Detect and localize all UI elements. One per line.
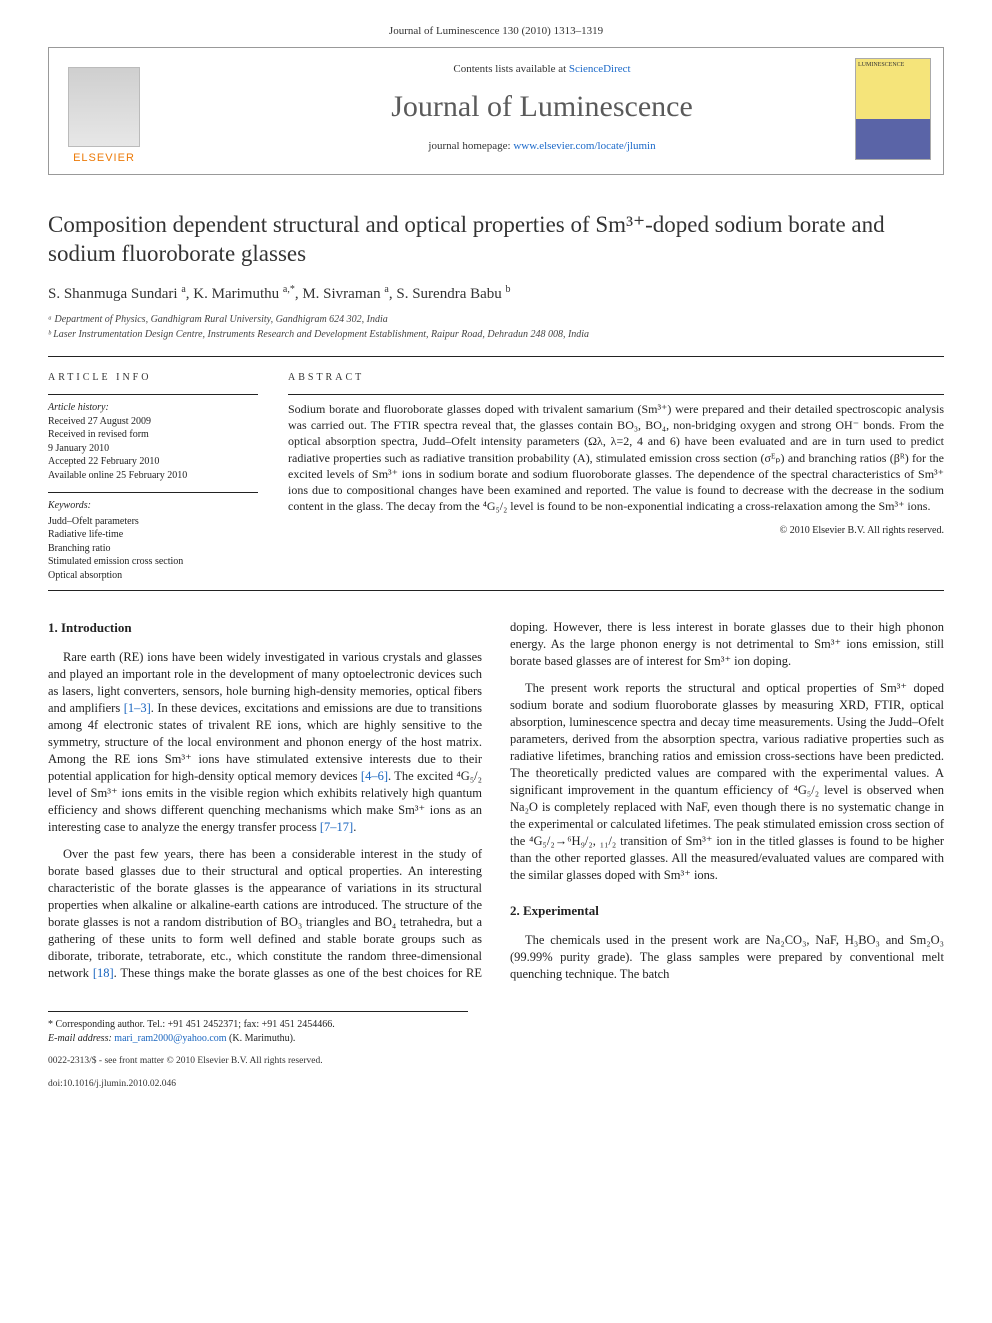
keywords-label: Keywords: [48,499,258,513]
body-paragraph: The present work reports the structural … [510,680,944,884]
author-list: S. Shanmuga Sundari a, K. Marimuthu a,*,… [48,284,944,304]
history-line: Accepted 22 February 2010 [48,455,258,469]
front-matter-line: 0022-2313/$ - see front matter © 2010 El… [48,1055,468,1068]
journal-cover-thumb: LUMINESCENCE [855,58,931,160]
body-paragraph: Rare earth (RE) ions have been widely in… [48,649,482,836]
keywords-block: Keywords: Judd–Ofelt parameters Radiativ… [48,492,258,582]
article-history: Article history: Received 27 August 2009… [48,394,258,482]
keyword: Radiative life-time [48,528,258,542]
affiliation-a: ᵃ Department of Physics, Gandhigram Rura… [48,313,944,327]
running-head: Journal of Luminescence 130 (2010) 1313–… [48,24,944,39]
abstract-col: ABSTRACT Sodium borate and fluoroborate … [288,371,944,583]
contents-line: Contents lists available at ScienceDirec… [159,62,925,77]
article-info-label: ARTICLE INFO [48,371,258,385]
doi-line: doi:10.1016/j.jlumin.2010.02.046 [48,1078,468,1091]
homepage-line: journal homepage: www.elsevier.com/locat… [159,139,925,154]
history-line: Received 27 August 2009 [48,415,258,429]
affiliation-b: ᵇ Laser Instrumentation Design Centre, I… [48,328,944,342]
keyword: Optical absorption [48,569,258,583]
ref-link[interactable]: [7–17] [320,820,353,834]
section-2-heading: 2. Experimental [510,902,944,920]
sciencedirect-link[interactable]: ScienceDirect [569,63,631,75]
corresponding-author: * Corresponding author. Tel.: +91 451 24… [48,1018,468,1032]
keyword: Stimulated emission cross section [48,555,258,569]
history-line: Received in revised form [48,428,258,442]
info-abstract-row: ARTICLE INFO Article history: Received 2… [48,371,944,583]
ref-link[interactable]: [1–3] [124,701,151,715]
elsevier-logo: ELSEVIER [61,58,147,166]
journal-name: Journal of Luminescence [159,87,925,128]
abstract-copyright: © 2010 Elsevier B.V. All rights reserved… [288,524,944,538]
elsevier-tree-icon [68,67,140,147]
divider [48,356,944,357]
ref-link[interactable]: [18] [93,966,114,980]
homepage-link[interactable]: www.elsevier.com/locate/jlumin [513,140,655,152]
history-line: Available online 25 February 2010 [48,469,258,483]
email-link[interactable]: mari_ram2000@yahoo.com [114,1033,226,1044]
article-title: Composition dependent structural and opt… [48,211,944,269]
journal-header: ELSEVIER LUMINESCENCE Contents lists ava… [48,47,944,175]
divider [48,590,944,591]
section-1-heading: 1. Introduction [48,619,482,637]
body-paragraph: The chemicals used in the present work a… [510,932,944,983]
article-info-col: ARTICLE INFO Article history: Received 2… [48,371,258,583]
homepage-prefix: journal homepage: [428,140,513,152]
history-line: 9 January 2010 [48,442,258,456]
elsevier-wordmark: ELSEVIER [73,151,135,166]
footnote-block: * Corresponding author. Tel.: +91 451 24… [48,1011,468,1091]
keyword: Branching ratio [48,542,258,556]
email-tail: (K. Marimuthu). [227,1033,296,1044]
abstract-label: ABSTRACT [288,371,944,385]
email-label: E-mail address: [48,1033,114,1044]
ref-link[interactable]: [4–6] [361,769,388,783]
body-two-column: 1. Introduction Rare earth (RE) ions hav… [48,619,944,987]
history-label: Article history: [48,401,258,415]
email-line: E-mail address: mari_ram2000@yahoo.com (… [48,1032,468,1046]
contents-prefix: Contents lists available at [453,63,568,75]
keyword: Judd–Ofelt parameters [48,515,258,529]
abstract-text: Sodium borate and fluoroborate glasses d… [288,401,944,514]
